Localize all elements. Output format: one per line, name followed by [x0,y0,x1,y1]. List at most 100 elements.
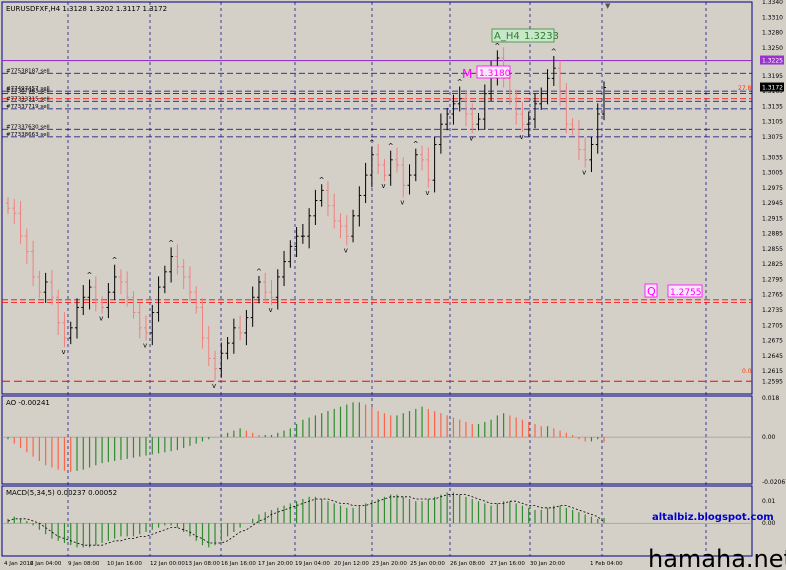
fractal-up-marker: ^ [413,141,419,149]
price-tick-label: 1.2675 [762,338,783,345]
ao-header: AO -0.00241 [6,399,50,407]
order-label: #77333315 sell [6,96,50,102]
q-value-box [667,284,703,298]
price-tick-label: 1.2885 [762,231,783,238]
time-tick-label: 10 Jan 16:00 [107,561,142,567]
ah4-label: A_H4 [494,31,520,42]
q-label-box [644,283,658,298]
time-tick-label: 19 Jan 04:00 [295,561,330,567]
fractal-up-marker: ^ [168,239,174,247]
price-tick-label: 1.2825 [762,261,783,268]
main-panel [1,1,753,395]
ah4-value: 1.3233 [524,31,559,42]
price-tick-label: 1.2705 [762,322,783,329]
price-tick-label: 1.3340 [762,0,783,6]
fractal-up-marker: ^ [388,143,394,151]
price-tick-label: 1.2975 [762,185,783,192]
price-axis: 1.33401.33101.32801.32501.31951.31651.31… [760,0,786,527]
time-tick-label: 1 Feb 04:00 [590,561,623,567]
price-tick-label: 1.3280 [762,30,783,37]
macd-header: MACD(5,34,5) 0.00237 0.00052 [6,489,117,497]
ao-tick-label: 0.00 [762,434,776,441]
fractal-up-marker: ^ [369,139,375,147]
symbol-header: EURUSDFXF,H4 1.3128 1.3202 1.3117 1.3172 [6,5,167,13]
price-tick-label: 1.3250 [762,45,783,52]
m-value-box [476,65,511,79]
time-tick-label: 12 Jan 00:00 [150,561,185,567]
candlesticks: v ^ v ^ v ^ v ^ v ^ v ^ v ^ v ^ v ^ v ^ v ^ v [6,42,606,390]
price-tick-label: 1.2795 [762,276,783,283]
price-tick-label: 1.2645 [762,353,783,360]
time-tick-label: 26 Jan 08:00 [450,561,485,567]
upper-price-label: 1.3225 [762,58,783,65]
price-tick-label: 1.2855 [762,246,783,253]
order-labels: #77538187 sell #77497457 sell#77307963 se… [6,68,50,138]
fractal-down-marker: v [519,133,523,141]
ao-tick-label: -0.02067 [762,479,786,486]
fractal-down-marker: v [99,315,103,323]
time-tick-label: 17 Jan 20:00 [258,561,293,567]
fractal-up-marker: ^ [551,48,557,56]
time-tick-label: 27 Jan 16:00 [490,561,525,567]
price-tick-label: 1.2915 [762,215,783,222]
vertical-grid [67,2,707,556]
time-tick-label: 4 Jan 2012 [4,561,33,567]
fractal-down-marker: v [582,168,586,176]
order-label: #77337630 sell [6,124,50,130]
fractal-down-marker: v [381,182,385,190]
price-tick-label: 1.2945 [762,200,783,207]
price-tick-label: 1.3105 [762,119,783,126]
time-tick-label: 6 Jan 04:00 [30,561,62,567]
current-price-box [760,82,784,92]
macd-panel [1,485,753,557]
fractal-up-marker: ^ [494,42,500,50]
fractal-down-marker: v [61,348,65,356]
price-tick-label: 1.3165 [762,88,783,95]
fractal-up-marker: ^ [319,176,325,184]
m-value: 1.3180 [479,69,511,79]
fib-lower-label: 0.0 [742,368,752,375]
time-tick-label: 20 Jan 12:00 [334,561,369,567]
time-tick-label: 13 Jan 08:00 [185,561,220,567]
time-tick-label: 16 Jan 16:00 [221,561,256,567]
time-tick-label: 25 Jan 00:00 [410,561,445,567]
order-label: #77307963 sell [6,89,50,95]
order-label: #77338663 sell [6,132,50,138]
ao-tick-label: 0.018 [762,395,779,402]
fractal-up-marker: ^ [457,79,463,87]
fractal-up-marker: ^ [112,257,118,265]
macd-signal-line [7,494,605,546]
order-label: #77337719 sell [6,104,50,110]
time-tick-label: 30 Jan 20:00 [530,561,565,567]
fractal-down-marker: v [469,134,473,142]
macd-tick-label: 0.01 [762,498,776,505]
fib-upper-label: 27.8 [738,85,752,92]
price-tick-label: 1.3195 [762,73,783,80]
current-price-label: 1.3172 [762,85,783,92]
fractal-down-marker: v [268,306,272,314]
fractal-up-marker: ^ [256,268,262,276]
fractal-up-marker: ^ [87,271,93,279]
price-tick-label: 1.3035 [762,154,783,161]
q-label: Q [647,285,656,298]
price-tick-label: 1.3005 [762,170,783,177]
price-tick-label: 1.3075 [762,134,783,141]
q-value: 1.2755 [670,288,702,298]
price-tick-label: 1.3310 [762,14,783,21]
time-tick-label: 9 Jan 08:00 [68,561,100,567]
fractal-down-marker: v [344,246,348,254]
scroll-arrow-icon[interactable]: ▼ [605,2,611,10]
ao-histogram [2,402,752,472]
macd-tick-label: 0.00 [762,520,776,527]
order-label: #77497457 sell [6,86,50,92]
price-tick-label: 1.2735 [762,307,783,314]
site-watermark: hamaha.net [648,545,786,570]
time-tick-label: 23 Jan 20:00 [372,561,407,567]
m-label: M [462,67,472,81]
price-tick-label: 1.3135 [762,103,783,110]
fractal-down-marker: v [425,189,429,197]
fractal-down-marker: v [143,342,147,350]
order-label: #77538187 sell [6,68,50,74]
